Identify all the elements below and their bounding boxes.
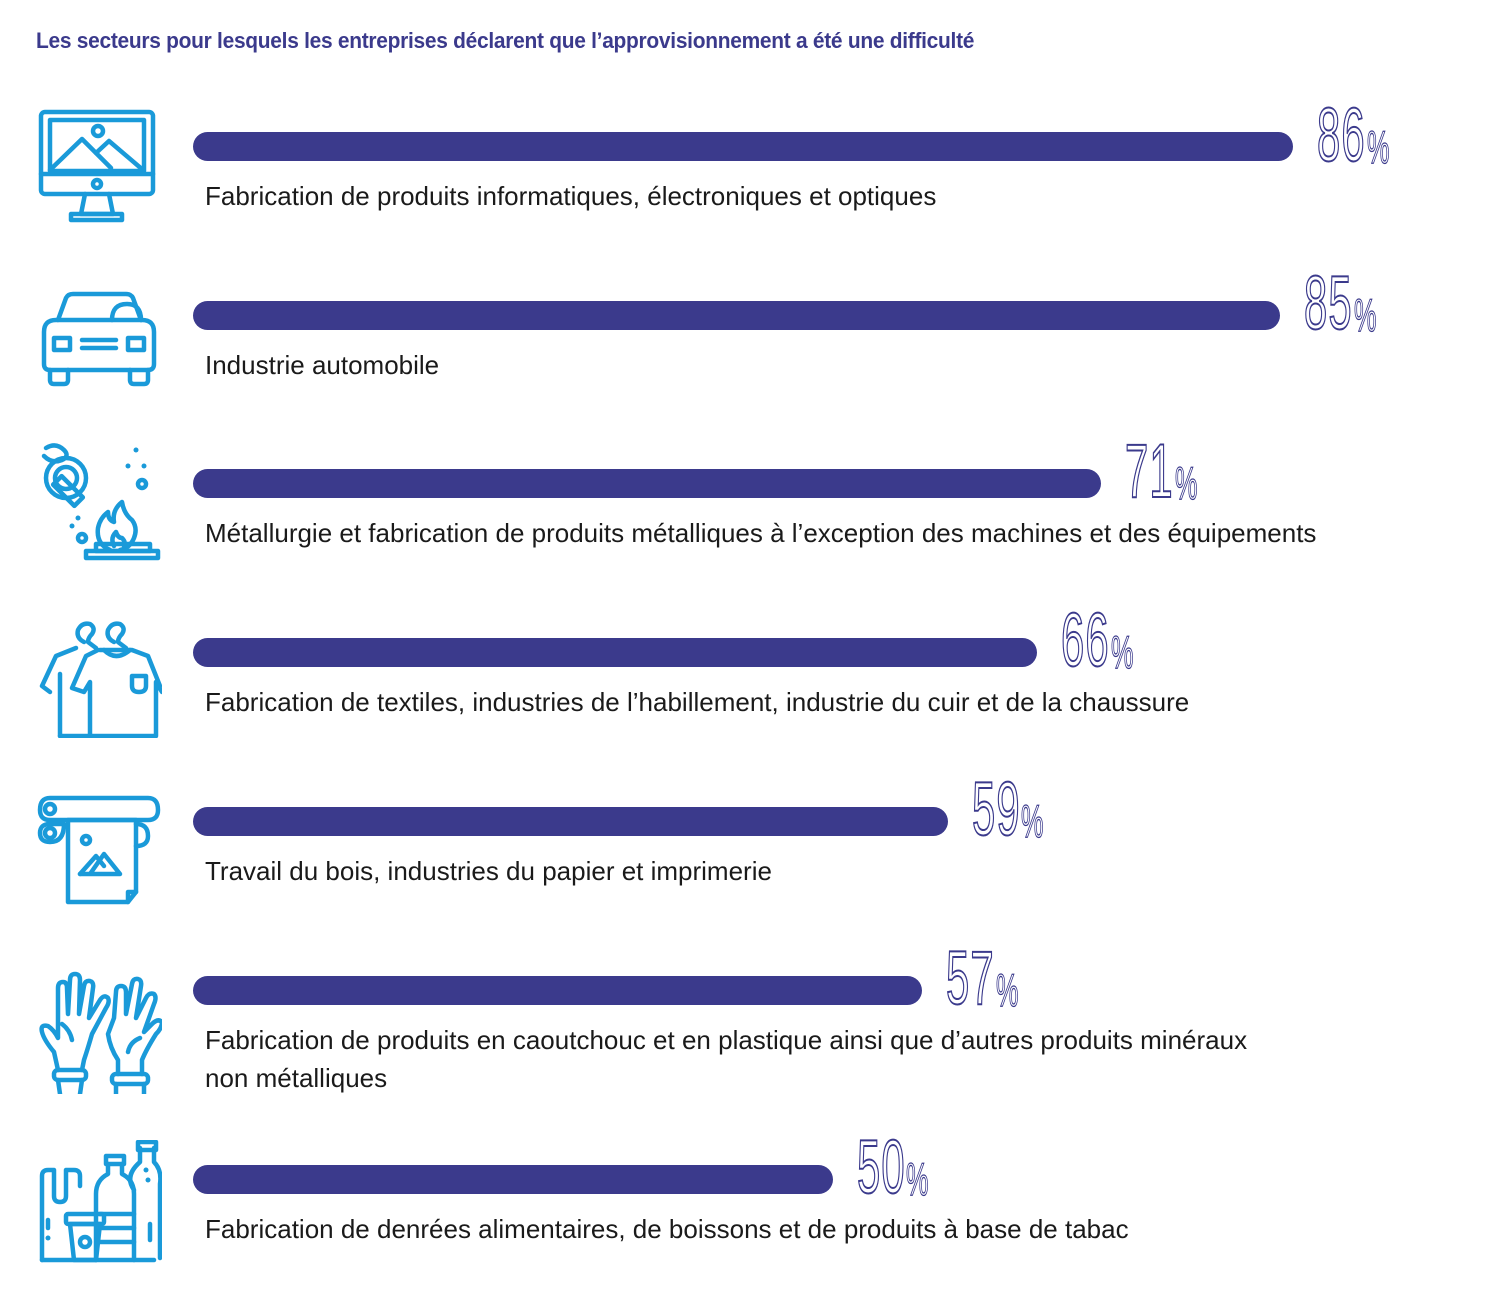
bar bbox=[193, 1165, 833, 1194]
metal-forging-icon bbox=[36, 440, 162, 566]
percent-number: 71 bbox=[1125, 429, 1174, 514]
sector-label-line-2: non métalliques bbox=[205, 1063, 388, 1093]
bar bbox=[193, 807, 948, 836]
sector-label: Fabrication de denrées alimentaires, de … bbox=[205, 1214, 1129, 1244]
percent-sign: % bbox=[1353, 289, 1377, 341]
bar bbox=[193, 638, 1038, 667]
percent-number: 85 bbox=[1304, 261, 1353, 346]
printing-press-icon bbox=[36, 784, 162, 910]
sector-label: Travail du bois, industries du papier et… bbox=[205, 856, 772, 886]
clothing-hanger-icon bbox=[36, 612, 162, 738]
percent-number: 57 bbox=[946, 936, 995, 1021]
sector-label: Fabrication de produits en caoutchouc et… bbox=[205, 1025, 1248, 1055]
sector-label: Métallurgie et fabrication de produits m… bbox=[205, 518, 1317, 548]
percent-sign: % bbox=[906, 1153, 929, 1205]
percent-sign: % bbox=[1021, 795, 1044, 847]
percent-number: 86 bbox=[1316, 93, 1366, 178]
percent-sign: % bbox=[1366, 121, 1390, 173]
bar bbox=[193, 301, 1281, 330]
sector-label: Fabrication de textiles, industries de l… bbox=[205, 687, 1190, 717]
bar bbox=[193, 469, 1102, 498]
rubber-gloves-icon bbox=[36, 968, 162, 1094]
bar bbox=[193, 976, 923, 1005]
percent-sign: % bbox=[995, 964, 1019, 1016]
bar bbox=[193, 132, 1293, 161]
computer-monitor-icon bbox=[36, 104, 162, 230]
car-icon bbox=[36, 280, 162, 406]
percent-number: 59 bbox=[971, 767, 1021, 852]
percent-sign: % bbox=[1110, 626, 1134, 678]
percent-number: 66 bbox=[1061, 598, 1110, 683]
percent-number: 50 bbox=[856, 1125, 906, 1210]
sector-label: Fabrication de produits informatiques, é… bbox=[205, 181, 937, 211]
food-beverage-packaging-icon bbox=[36, 1140, 162, 1266]
sector-label: Industrie automobile bbox=[205, 350, 440, 380]
chart-title: Les secteurs pour lesquels les entrepris… bbox=[36, 28, 975, 53]
percent-sign: % bbox=[1174, 457, 1198, 509]
